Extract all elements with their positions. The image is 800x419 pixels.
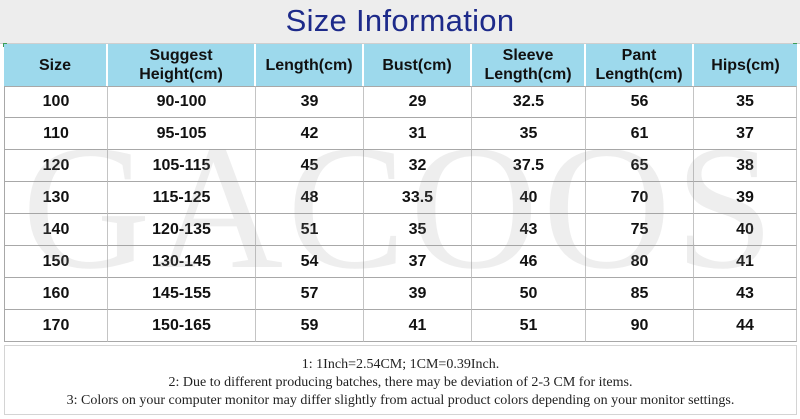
- table-row: 140 120-135 51 35 43 75 40: [4, 214, 797, 246]
- height-cell: 130-145: [108, 246, 256, 278]
- size-cell: 130: [4, 182, 108, 214]
- hips-cell: 44: [694, 310, 797, 342]
- length-cell: 54: [256, 246, 364, 278]
- header-pant-length: Pant Length(cm): [586, 44, 694, 86]
- sleeve-cell: 46: [472, 246, 586, 278]
- bust-cell: 37: [364, 246, 472, 278]
- length-cell: 39: [256, 86, 364, 118]
- table-row: 110 95-105 42 31 35 61 37: [4, 118, 797, 150]
- pant-cell: 65: [586, 150, 694, 182]
- sleeve-cell: 32.5: [472, 86, 586, 118]
- title-bar: Size Information: [0, 0, 800, 44]
- sleeve-cell: 51: [472, 310, 586, 342]
- size-cell: 120: [4, 150, 108, 182]
- bust-cell: 41: [364, 310, 472, 342]
- height-cell: 120-135: [108, 214, 256, 246]
- pant-cell: 70: [586, 182, 694, 214]
- height-cell: 90-100: [108, 86, 256, 118]
- height-cell: 115-125: [108, 182, 256, 214]
- table-row: 150 130-145 54 37 46 80 41: [4, 246, 797, 278]
- header-row: Size Suggest Height(cm) Length(cm) Bust(c…: [4, 44, 797, 86]
- height-cell: 145-155: [108, 278, 256, 310]
- table-row: 170 150-165 59 41 51 90 44: [4, 310, 797, 342]
- hips-cell: 43: [694, 278, 797, 310]
- table-row: 130 115-125 48 33.5 40 70 39: [4, 182, 797, 214]
- pant-cell: 75: [586, 214, 694, 246]
- size-cell: 100: [4, 86, 108, 118]
- size-cell: 140: [4, 214, 108, 246]
- hips-cell: 35: [694, 86, 797, 118]
- hips-cell: 41: [694, 246, 797, 278]
- header-suggest-height: Suggest Height(cm): [108, 44, 256, 86]
- table-row: 100 90-100 39 29 32.5 56 35: [4, 86, 797, 118]
- sleeve-cell: 37.5: [472, 150, 586, 182]
- page-title: Size Information: [285, 3, 515, 38]
- hips-cell: 37: [694, 118, 797, 150]
- pant-cell: 90: [586, 310, 694, 342]
- header-bust: Bust(cm): [364, 44, 472, 86]
- length-cell: 59: [256, 310, 364, 342]
- sleeve-cell: 43: [472, 214, 586, 246]
- height-cell: 105-115: [108, 150, 256, 182]
- header-sleeve-length: Sleeve Length(cm): [472, 44, 586, 86]
- size-table: Size Suggest Height(cm) Length(cm) Bust(c…: [4, 44, 797, 342]
- bust-cell: 29: [364, 86, 472, 118]
- bust-cell: 32: [364, 150, 472, 182]
- length-cell: 48: [256, 182, 364, 214]
- bust-cell: 35: [364, 214, 472, 246]
- pant-cell: 61: [586, 118, 694, 150]
- length-cell: 45: [256, 150, 364, 182]
- table-row: 160 145-155 57 39 50 85 43: [4, 278, 797, 310]
- sleeve-cell: 40: [472, 182, 586, 214]
- length-cell: 57: [256, 278, 364, 310]
- bust-cell: 31: [364, 118, 472, 150]
- hips-cell: 40: [694, 214, 797, 246]
- length-cell: 42: [256, 118, 364, 150]
- bust-cell: 39: [364, 278, 472, 310]
- header-hips: Hips(cm): [694, 44, 797, 86]
- note-line: 1: 1Inch=2.54CM; 1CM=0.39Inch.: [301, 357, 500, 372]
- bust-cell: 33.5: [364, 182, 472, 214]
- hips-cell: 39: [694, 182, 797, 214]
- height-cell: 150-165: [108, 310, 256, 342]
- notes-box: 1: 1Inch=2.54CM; 1CM=0.39Inch. 2: Due to…: [4, 345, 797, 415]
- hips-cell: 38: [694, 150, 797, 182]
- table-body: 100 90-100 39 29 32.5 56 35 110 95-105 42 31 35 61 37…: [4, 86, 797, 342]
- pant-cell: 85: [586, 278, 694, 310]
- size-cell: 110: [4, 118, 108, 150]
- table-header: Size Suggest Height(cm) Length(cm) Bust(c…: [4, 44, 797, 86]
- sleeve-cell: 35: [472, 118, 586, 150]
- size-cell: 160: [4, 278, 108, 310]
- note-line: 3: Colors on your computer monitor may d…: [66, 393, 735, 408]
- height-cell: 95-105: [108, 118, 256, 150]
- note-line: 2: Due to different producing batches, t…: [168, 375, 633, 390]
- header-length: Length(cm): [256, 44, 364, 86]
- length-cell: 51: [256, 214, 364, 246]
- pant-cell: 56: [586, 86, 694, 118]
- header-size: Size: [4, 44, 108, 86]
- table-row: 120 105-115 45 32 37.5 65 38: [4, 150, 797, 182]
- size-cell: 170: [4, 310, 108, 342]
- sleeve-cell: 50: [472, 278, 586, 310]
- pant-cell: 80: [586, 246, 694, 278]
- size-cell: 150: [4, 246, 108, 278]
